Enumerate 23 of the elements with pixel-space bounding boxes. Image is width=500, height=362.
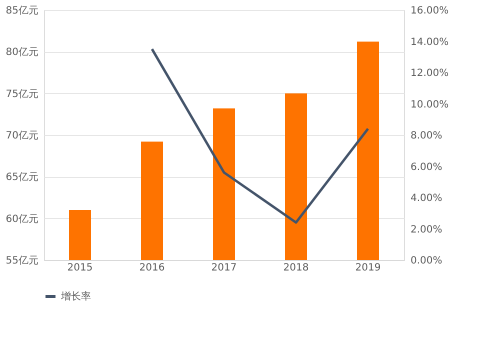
- y-tick-label: 70亿元: [6, 130, 38, 142]
- y-tick-label: 55亿元: [6, 256, 38, 266]
- x-tick-label: 2018: [283, 262, 309, 274]
- y-tick-label: 85亿元: [6, 6, 38, 16]
- y-tick-label: 80亿元: [6, 47, 38, 58]
- y-tick-label: 60亿元: [6, 214, 38, 225]
- y2-tick-label: 4.00%: [410, 193, 442, 204]
- y2-tick-label: 10.00%: [410, 99, 449, 110]
- y2-tick-label: 8.00%: [410, 130, 442, 142]
- y2-tick-label: 0.00%: [410, 256, 442, 266]
- y2-tick-label: 16.00%: [410, 6, 449, 16]
- line-series: [150, 48, 370, 224]
- legend-label: 增长率: [60, 290, 91, 302]
- y2-tick-label: 12.00%: [410, 68, 449, 79]
- x-tick-label: 2015: [67, 262, 93, 274]
- x-tick-label: 2019: [355, 262, 381, 274]
- y2-tick-label: 14.00%: [410, 36, 449, 48]
- x-tick-label: 2017: [211, 262, 237, 274]
- y-tick-label: 75亿元: [6, 88, 38, 100]
- y-tick-label: 65亿元: [6, 172, 38, 184]
- y2-tick-label: 6.00%: [410, 162, 442, 173]
- y2-tick-label: 2.00%: [410, 224, 442, 236]
- x-tick-label: 2016: [139, 262, 165, 274]
